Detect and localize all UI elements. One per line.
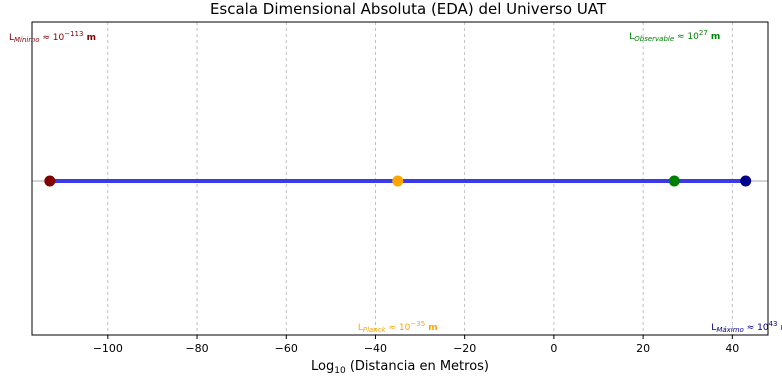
data-point: [668, 175, 680, 187]
x-tick-label: −20: [453, 342, 476, 355]
point-annotation: LMínimo ≈ 10−113 m: [9, 30, 96, 44]
x-tick-label: 40: [725, 342, 739, 355]
x-tick-label: −100: [93, 342, 123, 355]
data-point: [740, 175, 752, 187]
x-axis-label: Log10 (Distancia en Metros): [311, 359, 489, 376]
data-point: [44, 175, 56, 187]
x-tick-label: 0: [550, 342, 557, 355]
point-annotation: LPlanck ≈ 10−35 m: [358, 320, 438, 334]
annotations: LMínimo ≈ 10−113 m LPlanck ≈ 10−35 m LObse…: [9, 29, 782, 334]
x-tick-label: −40: [364, 342, 387, 355]
x-tick-label: −80: [185, 342, 208, 355]
plot-frame: [31, 21, 769, 336]
chart-title: Escala Dimensional Absoluta (EDA) del Un…: [210, 0, 607, 18]
data-points: [44, 175, 752, 187]
x-tick-label: −60: [275, 342, 298, 355]
x-tick-label: 20: [636, 342, 650, 355]
grid-lines: [107, 22, 733, 335]
data-point: [392, 175, 404, 187]
x-axis-ticks: −100 −80 −60 −40 −20 0 20 40: [93, 335, 739, 355]
point-annotation: LObservable ≈ 1027 m: [629, 29, 720, 43]
point-annotation: LMáximo ≈ 1043 m: [711, 320, 782, 334]
